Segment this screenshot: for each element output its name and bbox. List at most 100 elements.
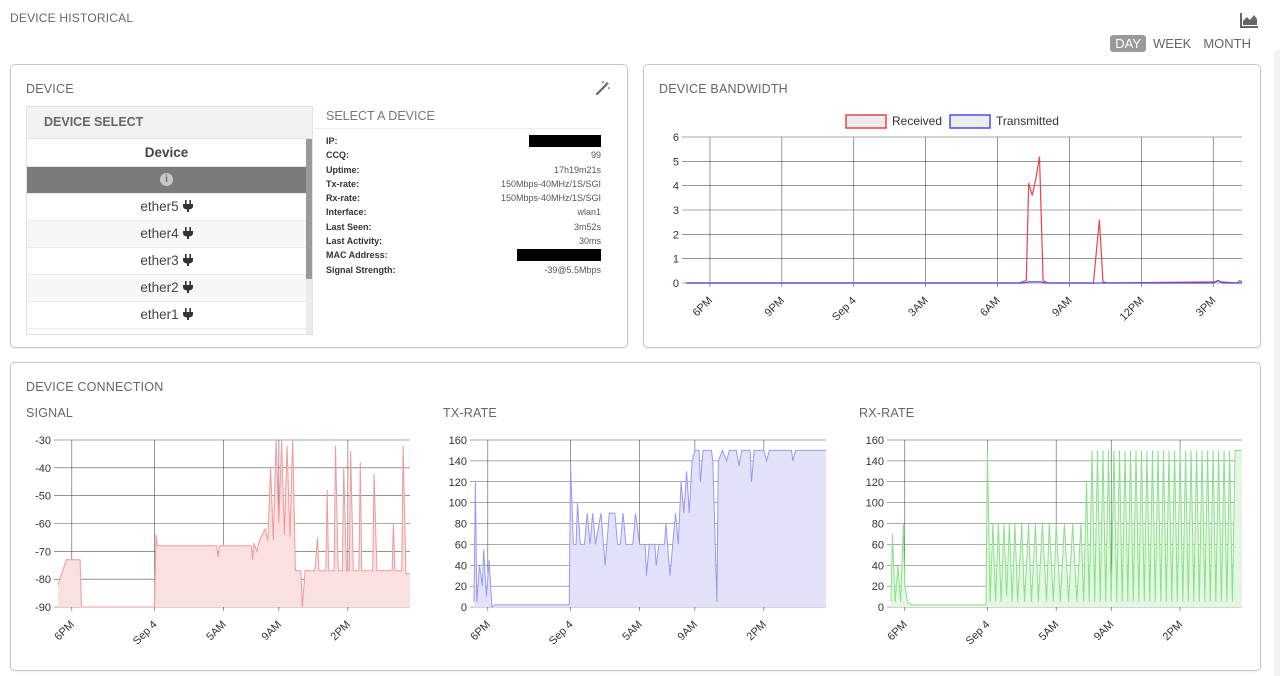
info-row-ccq: CCQ: 99 [311,150,601,164]
device-list: Device i ether5 ether4 ether3 ether2 eth… [27,139,306,329]
bandwidth-x-tick-label: 3AM [906,295,930,319]
info-row-uptime: Uptime: 17h19m21s [311,165,601,179]
device-panel: DEVICE DEVICE SELECT Device i ether5 eth… [10,64,628,348]
range-tabs: DAY WEEK MONTH [1108,35,1256,52]
legend-label-received: Received [892,114,942,128]
device-item-ether4[interactable]: ether4 [27,221,306,248]
device-list-scrollbar[interactable] [306,139,312,334]
redacted-value [517,249,601,262]
tx-rate-chart-title: TX-RATE [443,406,497,420]
device-column-header[interactable]: Device [27,139,306,167]
info-key: Last Activity: [326,236,383,247]
rx_rate-x-tick-label: 9AM [1092,619,1116,643]
legend-swatch-transmitted [949,114,991,129]
tx_rate-x-tick-label: 5AM [620,619,644,643]
info-key: Rx-rate: [326,193,361,204]
device-item-ether3[interactable]: ether3 [27,248,306,275]
series-line-transmitted [686,279,1242,284]
signal-y-tick-label: -60 [35,519,51,531]
tx_rate-y-tick-label: 20 [455,581,467,593]
tab-day[interactable]: DAY [1110,35,1147,52]
tx_rate-y-tick-label: 0 [461,602,467,614]
bandwidth-x-tick-label: 6AM [978,295,1002,319]
signal-area-fill [58,440,410,607]
tab-month[interactable]: MONTH [1203,36,1251,51]
info-row-interface: Interface: wlan1 [311,207,601,221]
rx_rate-y-tick-label: 140 [866,456,884,468]
connection-panel: DEVICE CONNECTION SIGNAL TX-RATE RX-RATE… [10,362,1261,671]
rx_rate-x-tick-label: Sep 4 [964,619,993,648]
device-item-label: ether3 [140,253,179,268]
info-value: 150Mbps-40MHz/1S/SGI [500,193,601,204]
bandwidth-x-tick-label: 9PM [762,295,786,319]
signal-x-tick-label: 6PM [52,619,76,643]
info-key: MAC Address: [326,250,388,261]
info-key: Interface: [326,207,367,218]
tx_rate-y-tick-label: 140 [449,456,467,468]
tx_rate-line [473,449,826,608]
device-select-title: DEVICE SELECT [27,107,312,139]
rx_rate-x-tick-label: 5AM [1037,619,1061,643]
info-row-last-activity: Last Activity: 30ms [311,236,601,250]
device-list-scroll-thumb[interactable] [306,139,312,279]
device-item-ether1[interactable]: ether1 [27,302,306,329]
rx_rate-y-tick-label: 0 [878,602,884,614]
info-value: 3m52s [573,221,601,232]
bandwidth-y-tick-label: 5 [673,156,679,168]
device-item-selected[interactable]: i [27,167,306,194]
info-row-ip: IP: [311,135,601,150]
info-key: CCQ: [326,150,349,161]
tx_rate-y-tick-label: 40 [455,560,467,572]
signal-x-tick-label: Sep 4 [131,619,160,648]
rx_rate-x-tick-label: 6PM [885,619,909,643]
signal-x-tick-label: 5AM [204,619,228,643]
tx_rate-y-tick-label: 80 [455,519,467,531]
rx_rate-y-tick-label: 60 [872,539,884,551]
bandwidth-x-tick-label: 6PM [691,295,715,319]
device-info: SELECT A DEVICE IP: CCQ: 99 Uptime: 17h19m… [311,106,601,279]
rx-rate-chart-title: RX-RATE [859,406,915,420]
device-item-ether2[interactable]: ether2 [27,275,306,302]
tx_rate-x-tick-label: 6PM [468,619,492,643]
device-item-label: ether5 [140,199,179,214]
info-value: 99 [590,150,601,161]
rx_rate-y-tick-label: 160 [866,435,884,447]
info-value: 30ms [578,236,601,247]
info-value: 150Mbps-40MHz/1S/SGI [500,178,601,189]
rx_rate-y-tick-label: 120 [866,477,884,489]
tx_rate-x-tick-label: 2PM [745,619,769,643]
info-key: Tx-rate: [326,178,360,189]
bandwidth-x-tick-label: 12PM [1118,295,1147,324]
info-value: wlan1 [577,207,601,218]
legend-label-transmitted: Transmitted [996,114,1059,128]
bandwidth-panel: DEVICE BANDWIDTH 0 1 2 3 4 5 6 6PM 9PM Sep 4 3AM 6A… [643,64,1261,348]
series-line-received [686,156,1243,284]
tx_rate-y-tick-label: 60 [455,539,467,551]
signal-x-tick-label: 9AM [260,619,284,643]
area-chart-icon[interactable] [1239,11,1259,29]
info-value: 17h19m21s [553,164,601,175]
plug-icon [182,226,193,239]
device-item-label: ether1 [140,307,179,322]
info-row-tx-rate: Tx-rate: 150Mbps-40MHz/1S/SGI [311,179,601,193]
bandwidth-y-tick-label: 1 [673,254,679,266]
device-item-ether5[interactable]: ether5 [27,194,306,221]
page-title: DEVICE HISTORICAL [10,11,134,25]
tx_rate-y-tick-label: 120 [449,477,467,489]
magic-wand-icon[interactable] [595,80,611,96]
rx_rate-y-tick-label: 80 [872,519,884,531]
signal-y-tick-label: -50 [35,491,51,503]
bandwidth-panel-title: DEVICE BANDWIDTH [659,82,788,96]
bandwidth-y-tick-label: 2 [673,229,679,241]
rx_rate-y-tick-label: 100 [866,498,884,510]
bandwidth-y-tick-label: 3 [673,205,679,217]
connection-panel-title: DEVICE CONNECTION [26,380,164,394]
page-scrollbar[interactable] [1274,50,1280,676]
tab-week[interactable]: WEEK [1153,36,1192,51]
device-panel-title: DEVICE [26,82,74,96]
device-item-label: ether4 [140,226,179,241]
plug-icon [182,253,193,266]
info-icon: i [160,172,173,186]
bandwidth-x-tick-label: 3PM [1194,295,1218,319]
